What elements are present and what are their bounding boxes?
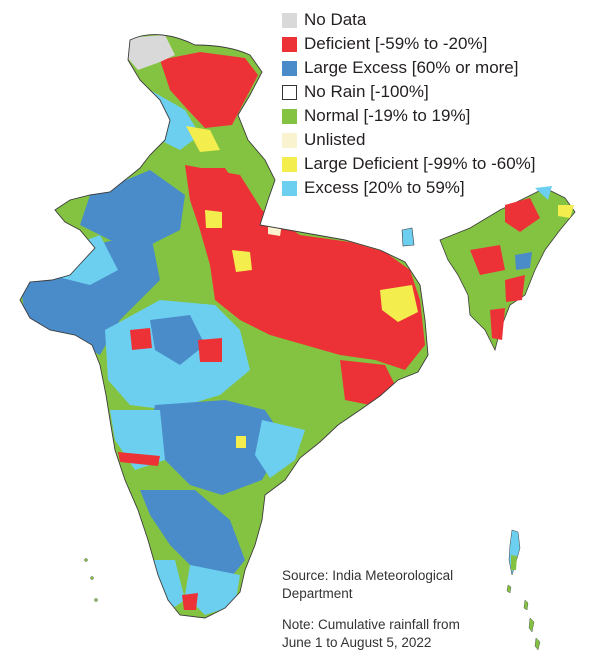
lakshadweep-islands: [84, 558, 98, 602]
legend-label: Large Deficient [-99% to -60%]: [304, 154, 536, 173]
legend-swatch: [282, 132, 297, 148]
legend-swatch: [282, 12, 297, 28]
ne-deficient-1: [505, 198, 540, 232]
legend-item: No Data: [282, 8, 582, 32]
ne-large-excess: [515, 252, 532, 270]
legend-swatch: [282, 36, 297, 52]
region-east-unlisted: [268, 222, 282, 236]
ne-deficient-3: [505, 275, 525, 302]
mainland-india: [19, 34, 429, 619]
region-south-excess: [185, 565, 240, 615]
legend-item: Large Excess [60% or more]: [282, 56, 582, 80]
region-karnataka-large-excess: [140, 490, 245, 585]
legend-swatch: [282, 180, 297, 196]
legend-swatch: [282, 108, 297, 124]
ne-deficient-4: [490, 308, 505, 340]
region-east-large-deficient-3: [205, 210, 222, 228]
region-tn-deficient: [182, 593, 198, 610]
region-west-coast-deficient: [118, 452, 160, 466]
legend-item: Normal [-19% to 19%]: [282, 104, 582, 128]
region-chhattisgarh-normal: [255, 340, 340, 420]
region-kerala-excess: [150, 560, 185, 610]
legend-item: Large Deficient [-99% to -60%]: [282, 152, 582, 176]
legend-label: Deficient [-59% to -20%]: [304, 34, 488, 53]
region-north-deficient: [160, 52, 258, 128]
legend-item: No Rain [-100%]: [282, 80, 582, 104]
ne-excess-1: [535, 186, 552, 200]
legend-swatch: [282, 84, 297, 100]
legend-label: Normal [-19% to 19%]: [304, 106, 471, 125]
region-north-large-deficient: [186, 126, 220, 152]
legend-label: Unlisted: [304, 130, 366, 149]
legend-label: No Rain [-100%]: [304, 82, 429, 101]
legend-swatch: [282, 60, 297, 76]
map-legend: No Data Deficient [-59% to -20%] Large E…: [282, 8, 582, 200]
legend-item: Deficient [-59% to -20%]: [282, 32, 582, 56]
sikkim-excess: [401, 227, 415, 247]
region-east-large-deficient-1: [380, 285, 418, 322]
andaman-nicobar-islands: [506, 529, 541, 651]
region-east-large-deficient-2: [232, 250, 252, 272]
region-haryana-deficient: [192, 168, 240, 218]
region-odisha-deficient: [340, 360, 395, 405]
legend-item: Unlisted: [282, 128, 582, 152]
legend-label: Excess [20% to 59%]: [304, 178, 465, 197]
region-north-nodata: [125, 35, 175, 70]
region-gangetic-deficient: [185, 165, 425, 370]
region-central-large-excess: [150, 315, 205, 365]
ne-deficient-2: [470, 245, 505, 275]
legend-swatch: [282, 156, 297, 172]
northeast-india: [401, 186, 576, 352]
legend-label: Large Excess [60% or more]: [304, 58, 519, 77]
ne-large-deficient: [558, 205, 574, 218]
region-deccan-large-deficient: [236, 436, 246, 448]
region-central-deficient-1: [130, 328, 152, 350]
region-ap-excess: [255, 420, 305, 478]
legend-label: No Data: [304, 10, 367, 29]
source-caption: Source: India Meteorological Department: [282, 568, 454, 601]
region-west-large-excess: [20, 230, 160, 355]
region-maharashtra-excess: [110, 410, 165, 470]
region-central-deficient-2: [198, 338, 222, 362]
region-south-central-large-excess: [150, 400, 285, 495]
note-caption: Note: Cumulative rainfall from June 1 to…: [282, 617, 460, 650]
legend-item: Excess [20% to 59%]: [282, 176, 582, 200]
